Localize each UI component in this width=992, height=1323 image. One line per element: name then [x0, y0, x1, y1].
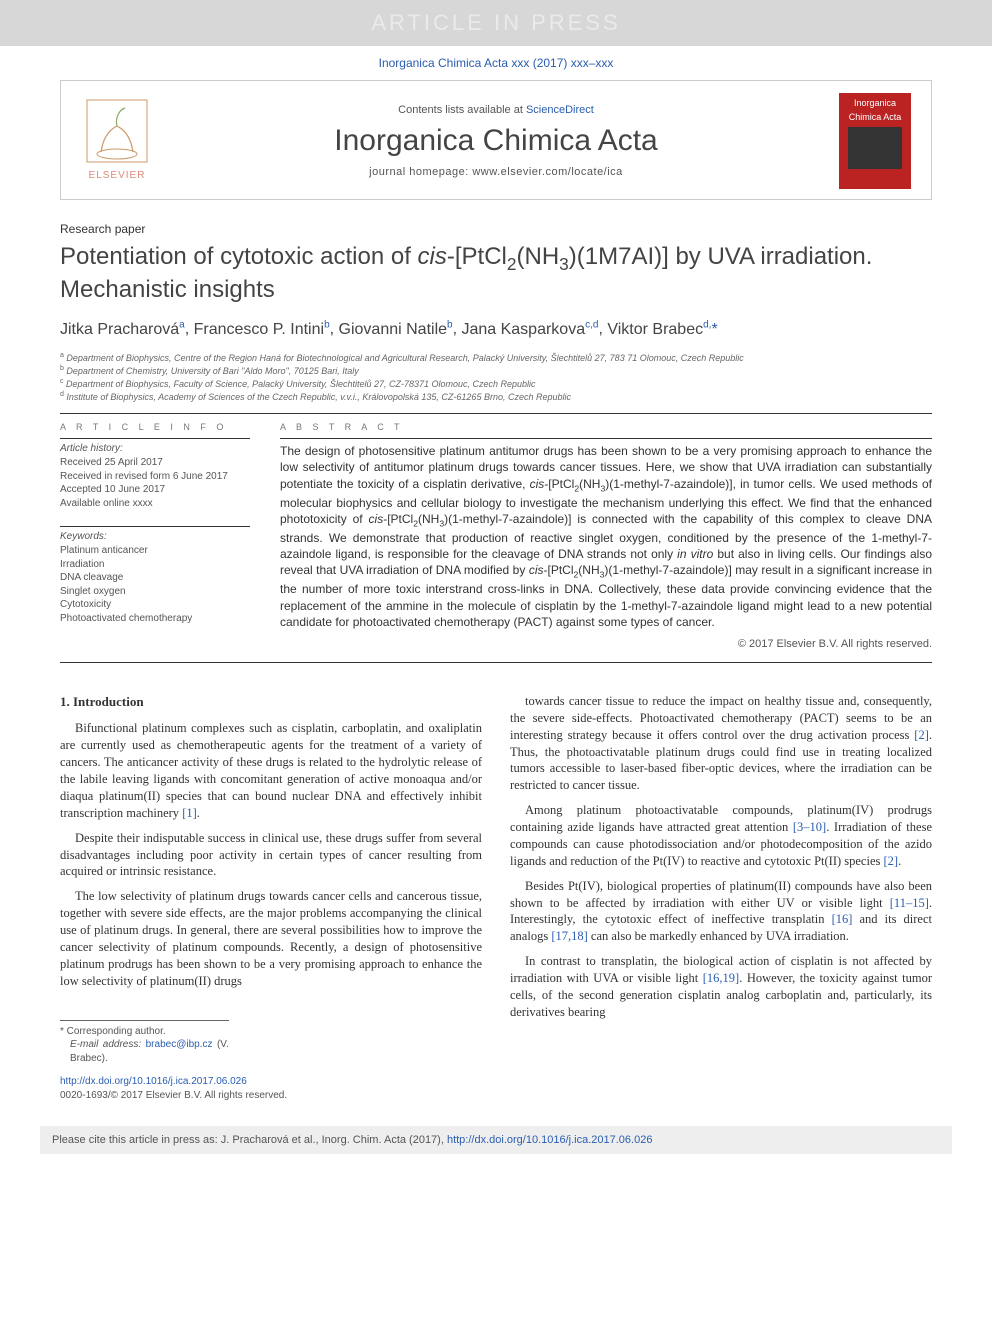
affiliation: d Institute of Biophysics, Academy of Sc…	[60, 390, 932, 403]
keyword: DNA cleavage	[60, 571, 250, 585]
corresponding-label: Corresponding author.	[67, 1026, 166, 1037]
rule-bottom	[60, 662, 932, 663]
doi-link[interactable]: http://dx.doi.org/10.1016/j.ica.2017.06.…	[60, 1076, 247, 1087]
cite-footer-doi-link[interactable]: http://dx.doi.org/10.1016/j.ica.2017.06.…	[447, 1134, 653, 1146]
contents-prefix: Contents lists available at	[398, 104, 526, 116]
abstract-heading: A B S T R A C T	[280, 422, 932, 432]
keywords-label: Keywords:	[60, 531, 250, 542]
right-column: towards cancer tissue to reduce the impa…	[510, 693, 932, 1102]
keyword: Platinum anticancer	[60, 544, 250, 558]
history-label: Article history:	[60, 443, 250, 454]
cover-image-placeholder	[848, 127, 902, 169]
history-line: Accepted 10 June 2017	[60, 483, 250, 497]
section-title: 1. Introduction	[60, 693, 482, 711]
cover-line1: Inorganica	[842, 99, 908, 109]
author: Jitka Pracharováa	[60, 321, 185, 338]
body-para: Despite their indisputable success in cl…	[60, 830, 482, 881]
article-in-press-banner: ARTICLE IN PRESS	[0, 0, 992, 46]
paper-type-label: Research paper	[60, 222, 932, 236]
contents-list-line: Contents lists available at ScienceDirec…	[173, 104, 819, 116]
body-para: Among platinum photoactivatable compound…	[510, 802, 932, 870]
body-para: Besides Pt(IV), biological properties of…	[510, 878, 932, 946]
cover-line2: Chimica Acta	[842, 113, 908, 123]
keyword: Irradiation	[60, 558, 250, 572]
issn-copyright: 0020-1693/© 2017 Elsevier B.V. All right…	[60, 1090, 287, 1101]
abstract-block: A B S T R A C T The design of photosensi…	[280, 422, 932, 650]
citation-volume: xxx (2017) xxx–xxx	[511, 56, 613, 70]
keyword: Cytotoxicity	[60, 598, 250, 612]
corresponding-footnote: * Corresponding author. E-mail address: …	[60, 1020, 229, 1066]
body-para: The low selectivity of platinum drugs to…	[60, 888, 482, 989]
journal-homepage-line: journal homepage: www.elsevier.com/locat…	[173, 166, 819, 178]
homepage-url[interactable]: www.elsevier.com/locate/ica	[472, 166, 622, 178]
doi-block: http://dx.doi.org/10.1016/j.ica.2017.06.…	[60, 1075, 482, 1102]
sciencedirect-link[interactable]: ScienceDirect	[526, 104, 594, 116]
journal-cover-thumb[interactable]: Inorganica Chimica Acta	[839, 93, 911, 189]
affiliation: a Department of Biophysics, Centre of th…	[60, 351, 932, 364]
affiliation: c Department of Biophysics, Faculty of S…	[60, 377, 932, 390]
body-para: In contrast to transplatin, the biologic…	[510, 953, 932, 1021]
article-info-block: A R T I C L E I N F O Article history: R…	[60, 422, 250, 650]
author: Giovanni Natileb	[339, 321, 453, 338]
masthead-center: Contents lists available at ScienceDirec…	[173, 104, 819, 178]
cite-footer-prefix: Please cite this article in press as: J.…	[52, 1134, 447, 1146]
journal-title: Inorganica Chimica Acta	[173, 124, 819, 158]
paper-title: Potentiation of cytotoxic action of cis-…	[60, 242, 932, 305]
body-columns: 1. Introduction Bifunctional platinum co…	[60, 693, 932, 1102]
masthead: ELSEVIER Contents lists available at Sci…	[60, 80, 932, 200]
svg-text:ELSEVIER: ELSEVIER	[89, 170, 146, 181]
keyword: Singlet oxygen	[60, 585, 250, 599]
homepage-prefix: journal homepage:	[369, 166, 472, 178]
affiliations: a Department of Biophysics, Centre of th…	[60, 351, 932, 404]
corresponding-email-link[interactable]: brabec@ibp.cz	[146, 1039, 213, 1050]
abstract-body: The design of photosensitive platinum an…	[280, 443, 932, 630]
body-para: towards cancer tissue to reduce the impa…	[510, 693, 932, 794]
keyword: Photoactivated chemotherapy	[60, 612, 250, 626]
author: Francesco P. Intinib	[194, 321, 330, 338]
email-label: E-mail address:	[70, 1039, 141, 1050]
affiliation: b Department of Chemistry, University of…	[60, 364, 932, 377]
elsevier-logo[interactable]: ELSEVIER	[81, 96, 153, 186]
article-info-heading: A R T I C L E I N F O	[60, 422, 250, 432]
abstract-copyright: © 2017 Elsevier B.V. All rights reserved…	[280, 638, 932, 650]
history-line: Received 25 April 2017	[60, 456, 250, 470]
author-list: Jitka Pracharováa, Francesco P. Intinib,…	[60, 319, 932, 338]
cite-footer: Please cite this article in press as: J.…	[40, 1126, 952, 1154]
rule-top	[60, 413, 932, 414]
body-para: Bifunctional platinum complexes such as …	[60, 720, 482, 821]
history-line: Available online xxxx	[60, 497, 250, 511]
citation-top: Inorganica Chimica Acta xxx (2017) xxx–x…	[0, 46, 992, 80]
author: Jana Kasparkovac,d	[461, 321, 598, 338]
citation-journal: Inorganica Chimica Acta	[379, 56, 508, 70]
author: Viktor Brabecd,*	[607, 321, 717, 338]
left-column: 1. Introduction Bifunctional platinum co…	[60, 693, 482, 1102]
history-line: Received in revised form 6 June 2017	[60, 470, 250, 484]
